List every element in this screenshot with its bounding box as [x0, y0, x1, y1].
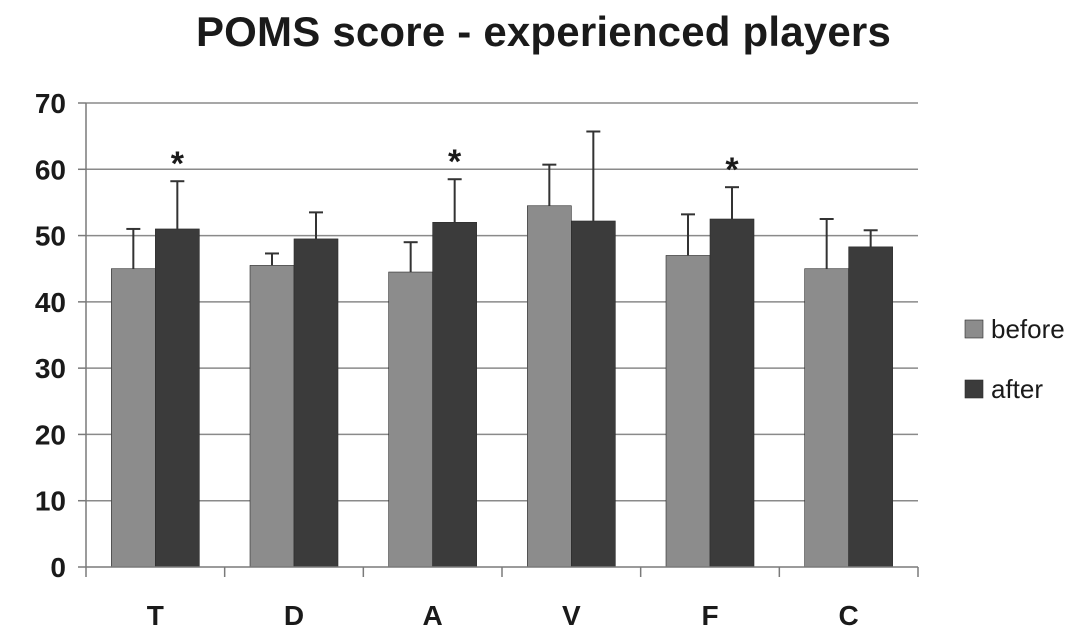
bar-after-T: [155, 228, 200, 568]
bar-before-F: [665, 255, 711, 568]
significance-marker-T: *: [171, 145, 185, 183]
significance-marker-F: *: [725, 151, 739, 189]
bar-after-D: [293, 238, 339, 568]
significance-marker-A: *: [448, 143, 462, 181]
legend-label-after: after: [991, 374, 1043, 404]
bar-before-A: [388, 271, 433, 568]
y-tick-label: 60: [35, 154, 66, 185]
y-tick-label: 20: [35, 419, 66, 450]
x-tick-label-C: C: [839, 600, 859, 631]
y-tick-label: 70: [35, 88, 66, 119]
y-tick-label: 50: [35, 221, 66, 252]
y-tick-label: 40: [35, 287, 66, 318]
bar-after-F: [709, 218, 755, 568]
x-tick-label-V: V: [562, 600, 581, 631]
bar-before-T: [111, 268, 156, 568]
y-tick-label: 10: [35, 486, 66, 517]
bar-before-D: [249, 265, 295, 568]
x-tick-label-D: D: [284, 600, 304, 631]
x-tick-label-A: A: [423, 600, 443, 631]
bar-before-V: [527, 205, 572, 568]
bar-after-V: [571, 220, 616, 568]
bar-after-C: [848, 246, 893, 568]
legend-swatch-after: [964, 379, 984, 399]
legend-label-before: before: [991, 314, 1065, 344]
y-tick-label: 30: [35, 353, 66, 384]
legend-swatch-before: [964, 319, 984, 339]
bar-before-C: [804, 268, 849, 568]
y-tick-label: 0: [50, 552, 66, 583]
chart-title: POMS score - experienced players: [195, 8, 892, 55]
x-tick-label-T: T: [147, 600, 164, 631]
bar-after-A: [432, 222, 477, 568]
x-tick-label-F: F: [701, 600, 718, 631]
